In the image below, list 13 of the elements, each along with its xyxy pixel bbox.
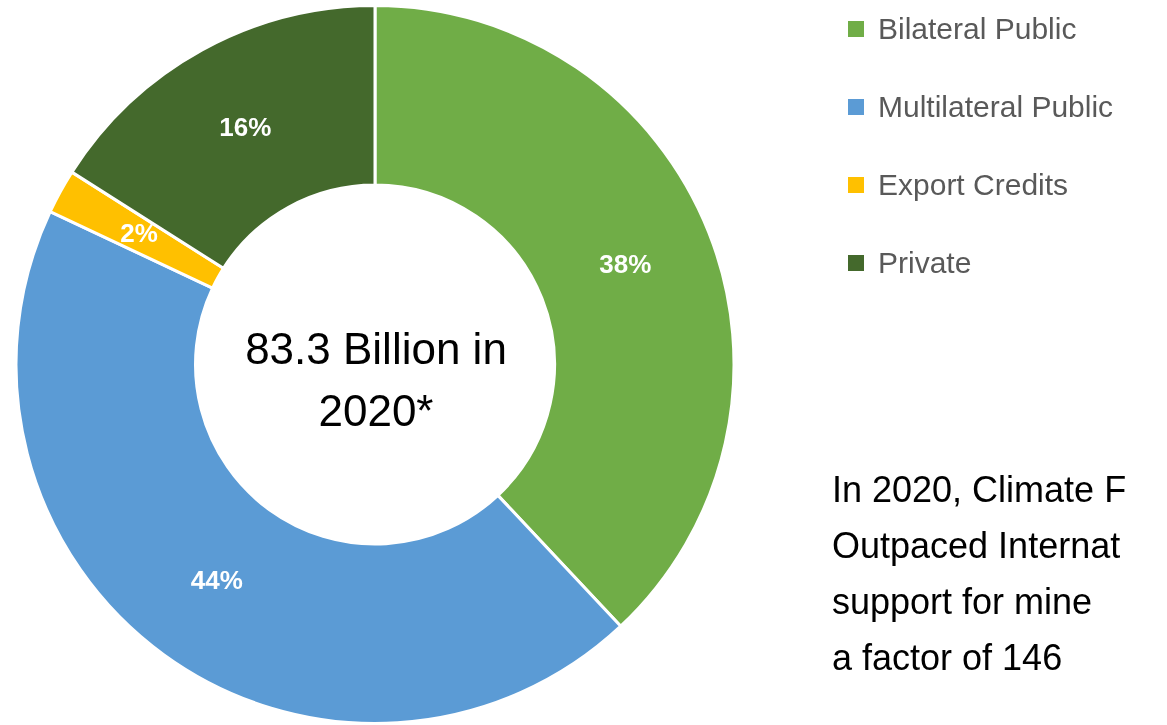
data-label: 44% <box>190 565 243 596</box>
data-label: 38% <box>599 248 652 279</box>
data-label: 2% <box>120 217 158 248</box>
legend-label: Export Credits <box>878 168 1069 202</box>
text: 83.3 Billion in 2020* <box>244 323 508 437</box>
text: support for mine <box>832 580 1094 624</box>
text: Outpaced Internat <box>832 524 1122 568</box>
legend-label: Private <box>878 246 972 280</box>
legend-label: Bilateral Public <box>878 12 1077 46</box>
data-label: 16% <box>219 111 272 142</box>
legend-label: Multilateral Public <box>878 90 1114 124</box>
text: In 2020, Climate F <box>832 468 1127 512</box>
text: a factor of 146 <box>832 636 1064 680</box>
